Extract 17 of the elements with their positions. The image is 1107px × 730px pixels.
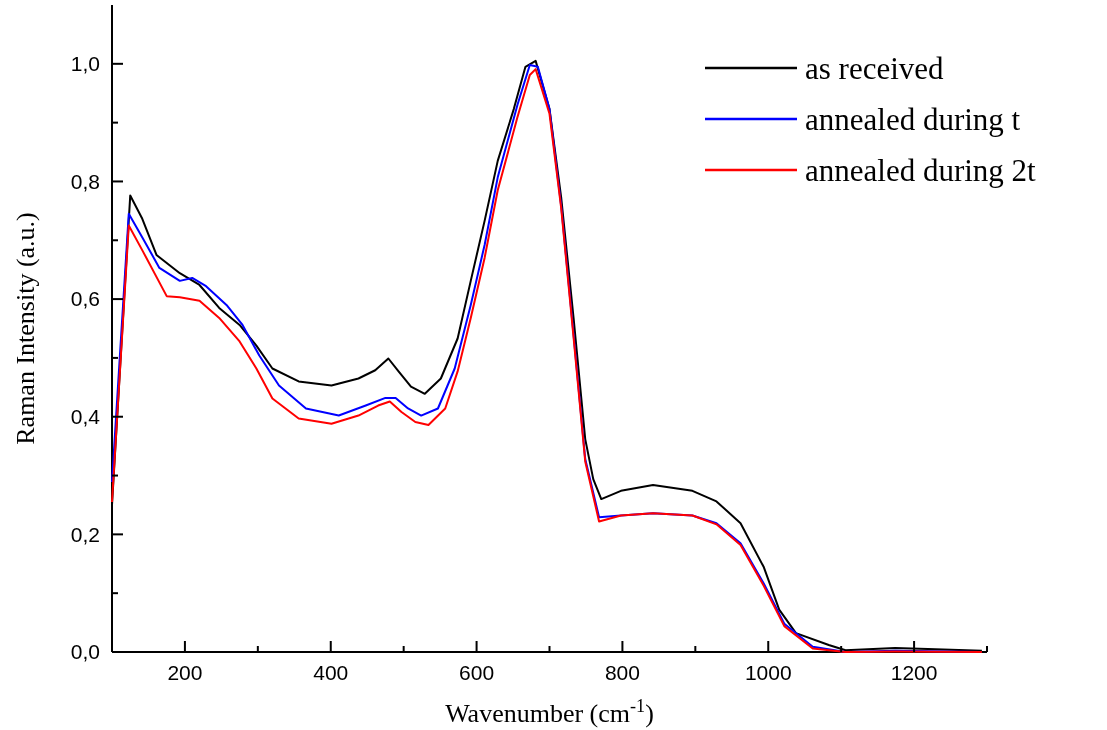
y-tick-label: 1,0	[70, 52, 100, 76]
x-tick-label: 800	[604, 661, 640, 684]
legend-label: as received	[805, 50, 945, 86]
x-tick-label: 1000	[744, 661, 792, 684]
y-tick-label: 0,6	[70, 287, 100, 311]
x-tick-label: 400	[313, 661, 349, 684]
y-axis-title: Raman Intensity (a.u.)	[11, 212, 40, 445]
x-tick-label: 1200	[890, 661, 938, 684]
y-tick-label: 0,8	[70, 169, 100, 193]
y-tick-label: 0,2	[70, 522, 100, 546]
y-tick-label: 0,0	[70, 640, 100, 664]
legend-label: annealed during 2t	[805, 152, 1037, 188]
x-axis-title: Wavenumber (cm$^{-1}$)	[445, 696, 654, 728]
x-tick-label: 600	[459, 661, 495, 684]
legend-label: annealed during t	[805, 101, 1021, 137]
y-tick-label: 0,4	[70, 405, 101, 429]
x-tick-label: 200	[167, 661, 203, 684]
